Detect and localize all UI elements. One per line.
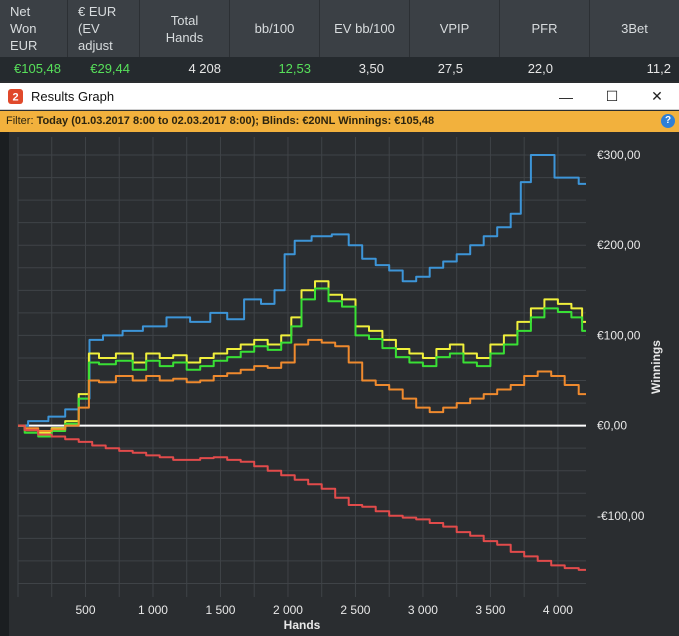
header-vpip: VPIP (439, 21, 470, 36)
results-chart: 500 1 000 1 500 2 000 2 500 3 000 3 500 4 000 €3… (17, 137, 663, 632)
plot-background (18, 137, 586, 597)
minimize-button[interactable]: — (543, 83, 589, 110)
series-line-0 (18, 154, 586, 427)
y-axis-title: Winnings (649, 340, 663, 394)
x-axis-title: Hands (284, 618, 321, 632)
x-tick-label: 3 000 (408, 603, 438, 617)
x-tick-label: 4 000 (543, 603, 573, 617)
series-line-2 (18, 287, 586, 438)
x-tick-label: 2 000 (273, 603, 303, 617)
maximize-button[interactable]: ☐ (589, 83, 635, 110)
y-tick-label: €300,00 (597, 148, 641, 162)
cell-ev-adjust: €29,44 (90, 61, 130, 76)
x-tick-label: 1 000 (138, 603, 168, 617)
x-tick-label: 3 500 (475, 603, 505, 617)
minimize-icon: — (559, 88, 573, 105)
x-tick-label: 1 500 (205, 603, 235, 617)
filter-text: Today (01.03.2017 8:00 to 02.03.2017 8:0… (36, 115, 435, 127)
app-logo-icon: 2 (8, 89, 23, 104)
cell-vpip: 27,5 (437, 61, 463, 76)
filter-prefix: Filter: (6, 115, 34, 127)
y-tick-label: €100,00 (597, 328, 641, 342)
header-ev-adjust: € EUR (EV adjust (78, 4, 117, 53)
svg-text:2: 2 (12, 92, 18, 104)
cell-ev-bb100: 3,50 (358, 61, 384, 76)
filter-bar[interactable]: Filter: Today (01.03.2017 8:00 to 02.03.… (0, 111, 679, 132)
cell-pfr: 22,0 (527, 61, 553, 76)
close-button[interactable]: ✕ (634, 83, 679, 110)
series-line-3 (18, 338, 586, 432)
y-tick-label: -€100,00 (597, 509, 645, 523)
col-ev-bb100[interactable]: EV bb/100 (320, 0, 410, 57)
col-3bet[interactable]: 3Bet (590, 0, 679, 57)
x-tick-label: 500 (75, 603, 95, 617)
header-net-won: Net Won EUR (10, 4, 38, 53)
header-total-hands: Total Hands (165, 12, 204, 45)
header-pfr: PFR (531, 21, 558, 36)
cell-3bet: 11,2 (646, 61, 671, 76)
x-tick-label: 2 500 (340, 603, 370, 617)
header-ev-bb100: EV bb/100 (334, 21, 395, 36)
stats-row: €105,48 €29,44 4 208 12,53 3,50 27,5 22,… (0, 57, 679, 81)
col-bb100[interactable]: bb/100 (230, 0, 320, 57)
cell-bb100: 12,53 (278, 61, 311, 76)
cell-net-won: €105,48 (14, 61, 61, 76)
results-graph-window: 2 Results Graph — ☐ ✕ Filter: Today (01.… (0, 83, 679, 636)
graph-area: 500 1 000 1 500 2 000 2 500 3 000 3 500 4 000 €3… (0, 132, 679, 636)
cell-total-hands: 4 208 (188, 61, 221, 76)
y-tick-label: €0,00 (597, 419, 627, 433)
title-bar[interactable]: 2 Results Graph — ☐ ✕ (0, 83, 679, 110)
help-icon[interactable]: ? (661, 114, 675, 128)
col-vpip[interactable]: VPIP (410, 0, 500, 57)
col-pfr[interactable]: PFR (500, 0, 590, 57)
header-bb100: bb/100 (254, 21, 295, 36)
stats-header: Net Won EUR € EUR (EV adjust Total Hands… (0, 0, 679, 57)
header-3bet: 3Bet (621, 21, 648, 36)
series-line-4 (18, 424, 586, 571)
close-icon: ✕ (651, 88, 663, 104)
y-tick-label: €200,00 (597, 238, 641, 252)
maximize-icon: ☐ (605, 88, 619, 104)
col-ev-adjust[interactable]: € EUR (EV adjust (68, 0, 140, 57)
window-title: Results Graph (31, 89, 115, 104)
col-net-won[interactable]: Net Won EUR (0, 0, 68, 57)
left-strip (0, 132, 9, 636)
col-total-hands[interactable]: Total Hands (140, 0, 230, 57)
